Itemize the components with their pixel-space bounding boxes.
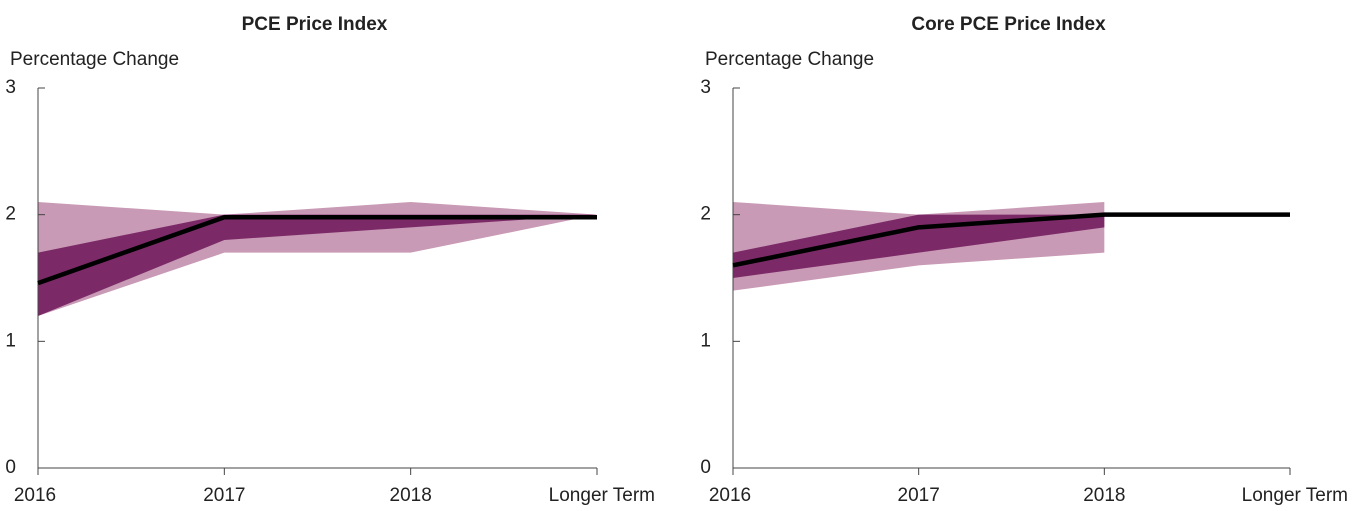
y-axis-label: Percentage Change bbox=[10, 49, 179, 70]
x-tick-label: 2016 bbox=[14, 485, 56, 506]
x-tick-label: Longer Term bbox=[1242, 485, 1348, 506]
x-tick-label: 2016 bbox=[709, 485, 751, 506]
chart-title: Core PCE Price Index bbox=[911, 14, 1106, 35]
y-tick-label: 0 bbox=[700, 457, 711, 478]
y-tick-label: 1 bbox=[5, 330, 16, 351]
y-tick-label: 3 bbox=[5, 77, 16, 98]
band bbox=[733, 214, 1105, 278]
chart-title: PCE Price Index bbox=[242, 14, 388, 35]
x-tick-label: 2017 bbox=[898, 485, 940, 506]
band bbox=[38, 214, 597, 316]
y-axis-label: Percentage Change bbox=[705, 49, 874, 70]
x-tick-label: Longer Term bbox=[549, 485, 655, 506]
median-line bbox=[37, 214, 597, 286]
x-tick-label: 2018 bbox=[390, 485, 432, 506]
y-tick-label: 1 bbox=[700, 330, 711, 351]
y-tick-label: 0 bbox=[5, 457, 16, 478]
median-line bbox=[732, 212, 1290, 268]
x-tick-label: 2018 bbox=[1083, 485, 1125, 506]
y-tick-label: 2 bbox=[5, 204, 16, 225]
y-tick-label: 2 bbox=[700, 204, 711, 225]
x-tick-label: 2017 bbox=[203, 485, 245, 506]
y-tick-label: 3 bbox=[700, 77, 711, 98]
